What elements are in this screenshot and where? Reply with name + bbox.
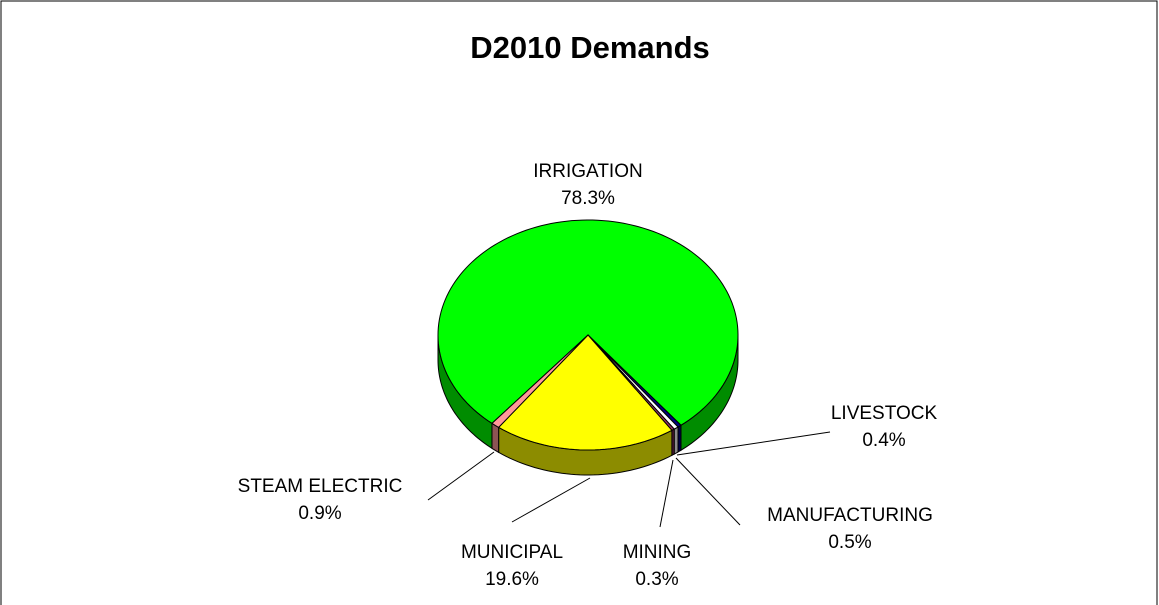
slice-label: MANUFACTURING: [767, 505, 933, 526]
leader-line: [676, 431, 831, 456]
slice: [491, 334, 589, 429]
slice-value-label: 0.9%: [298, 503, 341, 524]
slice-value-label: 0.5%: [828, 532, 871, 553]
slice: [497, 334, 673, 451]
slice-value-label: 19.6%: [485, 569, 539, 590]
leader-line: [675, 457, 741, 526]
leader-line: [511, 477, 591, 523]
chart-title: D2010 Demands: [470, 30, 710, 65]
leader-line: [427, 451, 495, 501]
leader-line: [659, 459, 674, 528]
slice-label: MUNICIPAL: [461, 542, 563, 563]
slice-side: [673, 426, 679, 455]
slice-label: IRRIGATION: [533, 161, 642, 182]
slice-value-label: 0.4%: [862, 430, 905, 451]
slice-side: [491, 422, 500, 454]
slice-label: STEAM ELECTRIC: [238, 476, 403, 497]
slice-value-label: 0.3%: [635, 569, 678, 590]
slice-value-label: 78.3%: [561, 188, 615, 209]
slice-label: MINING: [623, 542, 692, 563]
slice-label: LIVESTOCK: [831, 403, 938, 424]
slice: [437, 219, 739, 426]
